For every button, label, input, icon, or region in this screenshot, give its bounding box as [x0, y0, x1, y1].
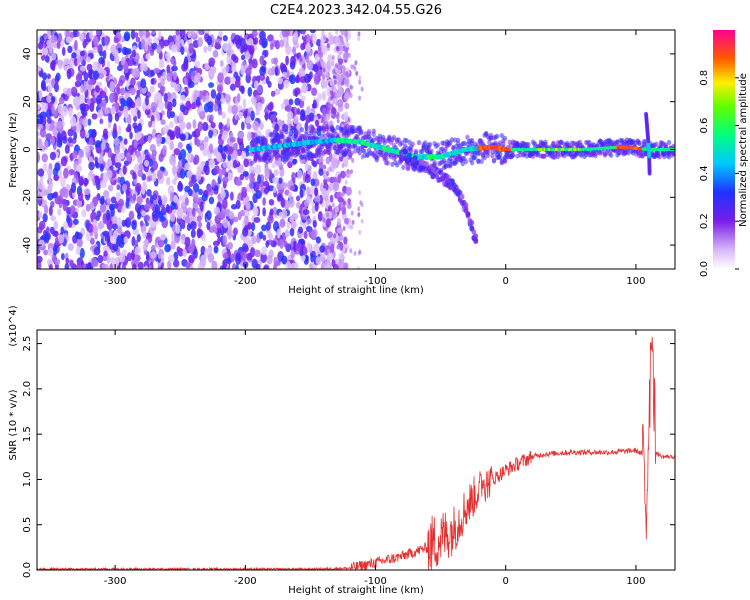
snr-series-line	[37, 336, 675, 570]
snr-ylabel: SNR (10 * v/v)	[8, 389, 19, 460]
snr-panel: -300 -200 -100 0 100 0.0 0.5 1.0 1.5 2.0 2.5 Heig…	[8, 305, 676, 596]
snr-frame	[36, 329, 676, 571]
spectrogram-heatmap	[37, 30, 675, 269]
figure-title: C2E4.2023.342.04.55.G26	[270, 3, 442, 18]
x-tick-label: -200	[234, 576, 257, 587]
y-tick-label: -40	[22, 237, 33, 253]
spectrogram-xlabel: Height of straight line (km)	[288, 285, 424, 296]
colorbar-tick-label: 0.2	[699, 213, 710, 229]
x-tick-label: 100	[626, 276, 645, 287]
y-tick-label: 1.5	[22, 426, 33, 442]
y-tick-label: 40	[22, 48, 33, 61]
colorbar: 0.0 0.2 0.4 0.6 0.8 Normalized spectral ampl…	[699, 30, 749, 277]
x-tick-label: -200	[234, 276, 257, 287]
spectrogram-y-ticks: -40 -20 0 20 40	[22, 48, 675, 253]
colorbar-gradient	[713, 30, 735, 269]
y-tick-label: 0.0	[22, 562, 33, 578]
colorbar-tick-label: 0.8	[699, 70, 710, 86]
spectrogram-x-ticks: -300 -200 -100 0 100	[104, 30, 645, 287]
y-tick-label: 20	[22, 95, 33, 108]
y-tick-label: -20	[22, 189, 33, 205]
colorbar-tick-label: 0.6	[699, 118, 710, 134]
spectrogram-ylabel: Frequency (Hz)	[8, 112, 19, 188]
colorbar-ticks: 0.0 0.2 0.4 0.6 0.8	[699, 70, 739, 277]
snr-y-ticks: 0.0 0.5 1.0 1.5 2.0 2.5	[22, 336, 675, 578]
x-tick-label: -100	[364, 276, 387, 287]
y-tick-label: 0	[22, 146, 33, 152]
y-tick-label: 2.0	[22, 381, 33, 397]
y-tick-label: 1.0	[22, 471, 33, 487]
x-tick-label: 0	[503, 576, 509, 587]
snr-scale-label: (x10^4)	[8, 305, 19, 346]
y-tick-label: 2.5	[22, 336, 33, 352]
colorbar-tick-label: 0.4	[699, 165, 710, 181]
x-tick-label: -300	[104, 276, 127, 287]
y-tick-label: 0.5	[22, 517, 33, 533]
colorbar-tick-label: 0.0	[699, 261, 710, 277]
x-tick-label: 0	[503, 276, 509, 287]
x-tick-label: -100	[364, 576, 387, 587]
snr-x-ticks: -300 -200 -100 0 100	[104, 330, 645, 587]
x-tick-label: 100	[626, 576, 645, 587]
colorbar-label: Normalized spectral amplitude	[738, 73, 749, 227]
snr-xlabel: Height of straight line (km)	[288, 585, 424, 596]
x-tick-label: -300	[104, 576, 127, 587]
